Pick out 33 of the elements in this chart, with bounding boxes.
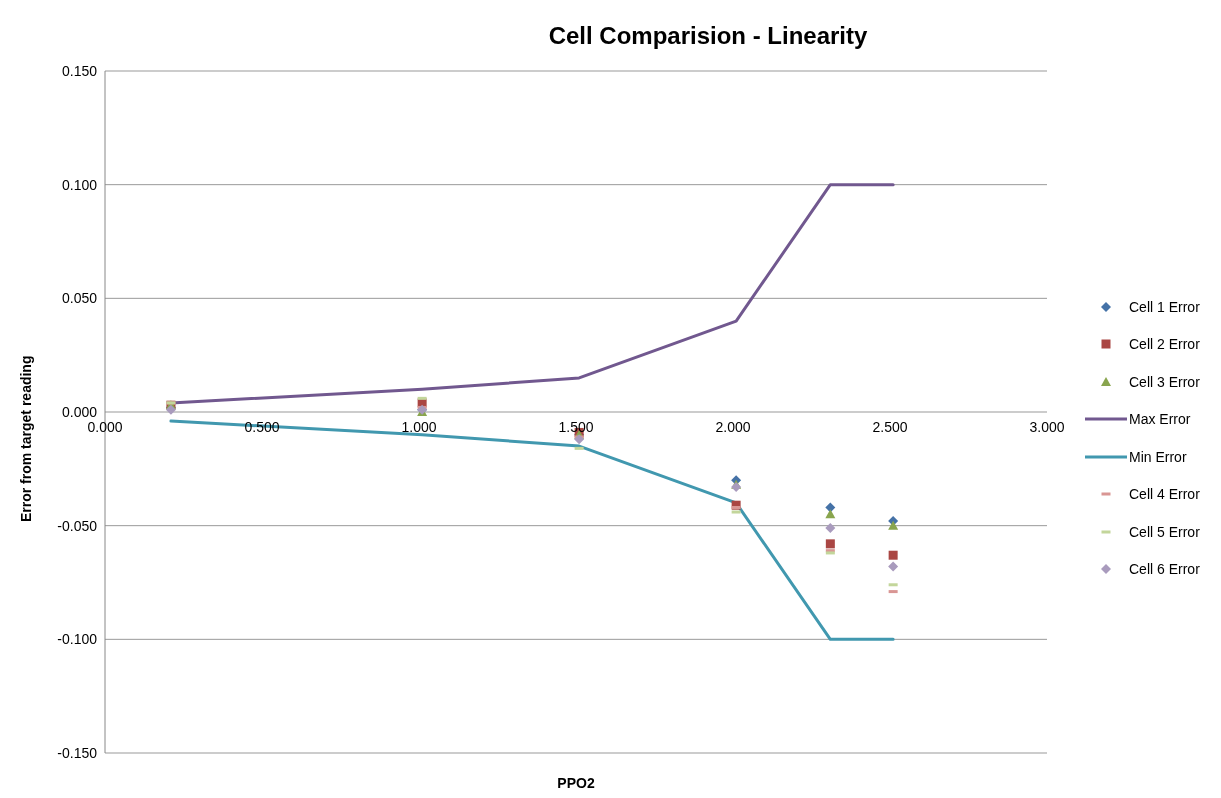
legend-label: Cell 5 Error [1129,523,1200,540]
x-tick-label: 2.000 [715,419,751,435]
y-tick-label: -0.050 [57,517,98,534]
legend-label: Cell 1 Error [1129,298,1200,315]
legend-label: Cell 2 Error [1129,336,1200,353]
point [888,520,899,530]
legend-label: Cell 6 Error [1129,561,1200,578]
x-tick-label: 2.500 [872,419,908,435]
x-tick-label: 1.000 [401,419,437,435]
y-tick-label: 0.050 [61,290,98,307]
y-tick-label: 0.000 [61,403,98,420]
x-tick-label: 0.000 [87,419,123,435]
y-axis-title: Error from target reading [17,355,34,522]
legend-label: Cell 3 Error [1129,373,1200,390]
y-tick-label: 0.100 [61,176,98,193]
point [888,561,899,572]
y-tick-label: 0.150 [61,62,98,79]
x-axis-title: PPO2 [557,775,595,791]
point [825,522,836,533]
y-tick-label: -0.150 [57,744,98,761]
point [825,509,836,519]
chart-title: Cell Comparision - Linearity [547,22,869,50]
point [825,502,836,513]
y-tick-label: -0.100 [57,631,98,648]
point [574,434,585,445]
point [731,482,742,493]
x-tick-label: 1.500 [558,419,594,435]
legend-label: Max Error [1129,411,1191,428]
point [825,539,835,549]
legend-label: Cell 4 Error [1129,486,1200,503]
legend-label: Min Error [1129,448,1187,465]
x-tick-label: 3.000 [1029,419,1065,435]
point [888,550,898,560]
